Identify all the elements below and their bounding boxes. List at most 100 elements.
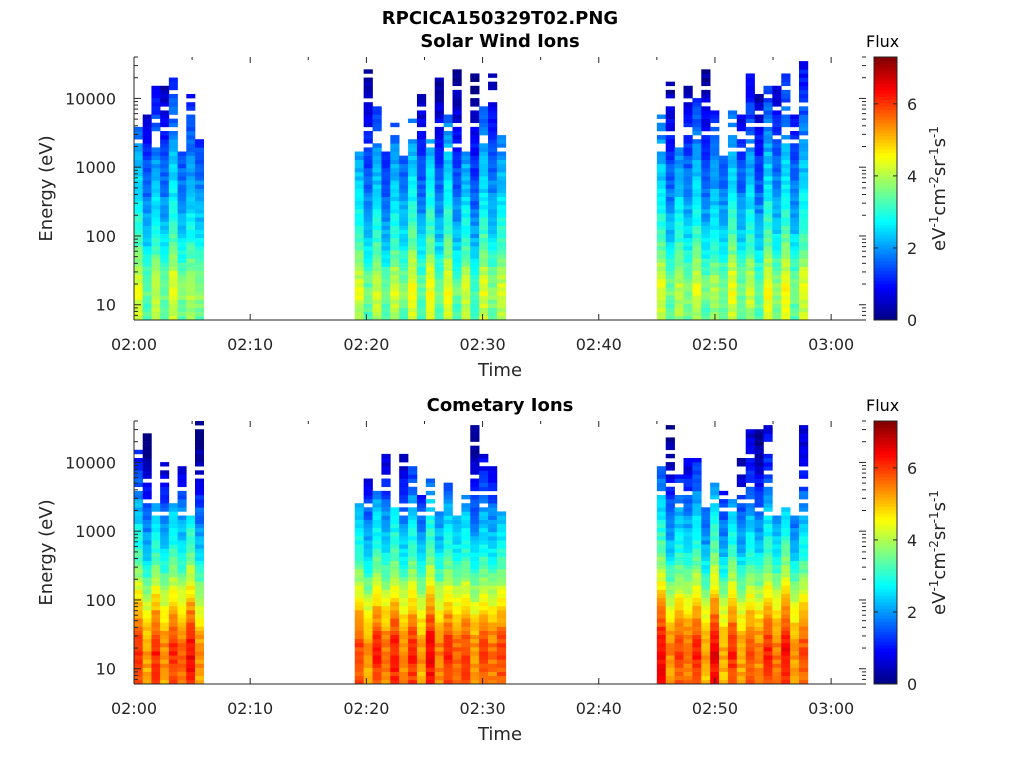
spectrogram-cell bbox=[134, 258, 144, 263]
spectrogram-cell bbox=[488, 552, 498, 557]
spectrogram-cell bbox=[142, 172, 152, 177]
spectrogram-cell bbox=[763, 130, 773, 136]
spectrogram-cell bbox=[710, 531, 720, 537]
spectrogram-cell bbox=[665, 172, 675, 177]
spectrogram-cell bbox=[186, 573, 196, 578]
spectrogram-cell bbox=[781, 642, 791, 648]
spectrogram-cell bbox=[381, 180, 391, 185]
spectrogram-cell bbox=[434, 172, 444, 177]
spectrogram-cell bbox=[195, 229, 205, 234]
spectrogram-cell bbox=[781, 523, 791, 529]
spectrogram-cell bbox=[683, 237, 693, 243]
spectrogram-cell bbox=[363, 147, 373, 152]
spectrogram-cell bbox=[710, 311, 720, 317]
spectrogram-cell bbox=[683, 556, 693, 562]
spectrogram-cell bbox=[399, 486, 409, 492]
spectrogram-cell bbox=[763, 490, 773, 496]
spectrogram-cell bbox=[160, 556, 170, 562]
spectrogram-cell bbox=[168, 577, 178, 582]
spectrogram-cell bbox=[354, 552, 364, 557]
spectrogram-cell bbox=[683, 209, 693, 214]
spectrogram-cell bbox=[799, 65, 809, 70]
spectrogram-cell bbox=[381, 531, 391, 537]
spectrogram-cell bbox=[381, 204, 391, 210]
spectrogram-cell bbox=[772, 548, 782, 553]
spectrogram-cell bbox=[772, 139, 782, 144]
spectrogram-cell bbox=[160, 139, 170, 144]
spectrogram-cell bbox=[177, 519, 187, 525]
spectrogram-cell bbox=[434, 155, 444, 161]
spectrogram-cell bbox=[177, 474, 187, 479]
figure-title: RPCICA150329T02.PNG bbox=[382, 8, 618, 29]
spectrogram-cell bbox=[177, 597, 187, 603]
spectrogram-cell bbox=[683, 85, 693, 91]
spectrogram-cell bbox=[736, 225, 747, 230]
spectrogram-cell bbox=[195, 274, 205, 280]
spectrogram-cell bbox=[134, 135, 144, 140]
spectrogram-cell bbox=[781, 671, 791, 677]
spectrogram-cell bbox=[470, 573, 480, 578]
spectrogram-cell bbox=[656, 494, 667, 500]
spectrogram-cell bbox=[692, 287, 702, 292]
spectrogram-cell bbox=[674, 605, 684, 611]
spectrogram-cell bbox=[381, 577, 391, 582]
spectrogram-cell bbox=[186, 274, 196, 280]
spectrogram-cell bbox=[160, 614, 170, 619]
spectrogram-cell bbox=[674, 494, 684, 500]
spectrogram-cell bbox=[390, 507, 400, 512]
spectrogram-cell bbox=[665, 81, 675, 87]
spectrogram-cell bbox=[790, 593, 800, 598]
spectrogram-cell bbox=[745, 581, 755, 586]
spectrogram-cell bbox=[488, 597, 498, 603]
spectrogram-cell bbox=[772, 577, 782, 582]
spectrogram-cell bbox=[665, 118, 675, 124]
spectrogram-cell bbox=[416, 139, 427, 144]
spectrogram-cell bbox=[683, 229, 693, 234]
spectrogram-cell bbox=[461, 241, 471, 247]
spectrogram-cell bbox=[142, 647, 152, 652]
spectrogram-cell bbox=[665, 536, 675, 541]
spectrogram-cell bbox=[381, 503, 391, 508]
spectrogram-cell bbox=[683, 474, 693, 479]
spectrogram-cell bbox=[452, 270, 462, 276]
spectrogram-cell bbox=[745, 151, 755, 156]
spectrogram-cell bbox=[134, 266, 144, 271]
spectrogram-cell bbox=[772, 605, 782, 611]
spectrogram-cell bbox=[763, 172, 773, 177]
spectrogram-cell bbox=[381, 278, 391, 284]
spectrogram-cell bbox=[745, 577, 755, 582]
spectrogram-cell bbox=[443, 139, 453, 144]
spectrogram-cell bbox=[479, 638, 489, 644]
spectrogram-cell bbox=[772, 295, 782, 300]
spectrogram-cell bbox=[674, 663, 684, 668]
spectrogram-cell bbox=[434, 630, 444, 635]
spectrogram-cell bbox=[372, 573, 382, 578]
spectrogram-cell bbox=[772, 593, 782, 598]
spectrogram-cell bbox=[142, 122, 152, 128]
spectrogram-cell bbox=[479, 204, 489, 210]
colorbar-segment bbox=[874, 287, 897, 291]
spectrogram-cell bbox=[452, 671, 462, 677]
spectrogram-cell bbox=[683, 180, 693, 185]
spectrogram-cell bbox=[763, 270, 773, 276]
spectrogram-cell bbox=[479, 315, 489, 321]
spectrogram-cell bbox=[372, 531, 382, 537]
spectrogram-cell bbox=[408, 262, 418, 267]
spectrogram-cell bbox=[479, 511, 489, 516]
spectrogram-cell bbox=[416, 536, 427, 541]
spectrogram-cell bbox=[160, 499, 170, 504]
spectrogram-cell bbox=[763, 544, 773, 549]
spectrogram-cell bbox=[496, 585, 507, 590]
spectrogram-cell bbox=[470, 167, 480, 173]
spectrogram-cell bbox=[790, 229, 800, 234]
spectrogram-cell bbox=[710, 482, 720, 488]
spectrogram-cell bbox=[479, 287, 489, 292]
spectrogram-cell bbox=[186, 601, 196, 607]
spectrogram-cell bbox=[745, 466, 755, 471]
spectrogram-cell bbox=[408, 610, 418, 615]
spectrogram-cell bbox=[674, 315, 684, 321]
spectrogram-cell bbox=[488, 540, 498, 545]
spectrogram-cell bbox=[381, 568, 391, 574]
spectrogram-cell bbox=[363, 560, 373, 566]
spectrogram-cell bbox=[781, 93, 791, 99]
